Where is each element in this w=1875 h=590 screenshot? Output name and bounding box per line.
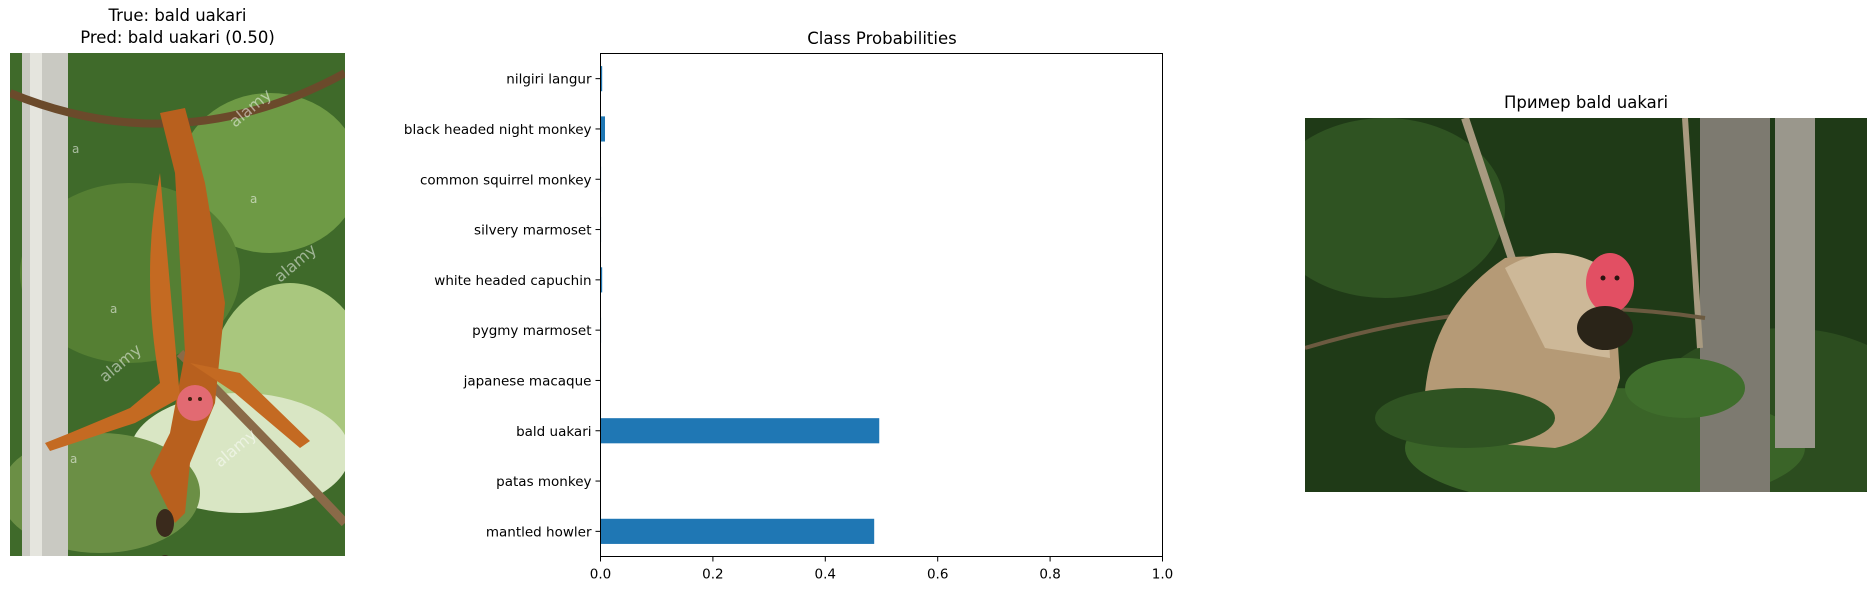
watermark-letter-3: a — [110, 302, 117, 316]
bar-nilgiri-langur — [600, 66, 603, 92]
watermark-letter-1: a — [72, 142, 79, 156]
bar-white-headed-capuchin — [600, 267, 603, 293]
bar-mantled-howler — [600, 518, 875, 544]
watermark-letter-4: a — [70, 452, 77, 466]
x-tick-label: 0.6 — [927, 567, 948, 583]
y-tick-label: nilgiri langur — [506, 72, 592, 88]
example-photo-drawing — [1305, 118, 1867, 492]
y-tick-label: black headed night monkey — [404, 122, 592, 138]
y-tick-label: pygmy marmoset — [472, 323, 591, 339]
bar-bald-uakari — [600, 418, 880, 444]
y-tick-label: common squirrel monkey — [420, 172, 592, 188]
y-tick-label: bald uakari — [516, 424, 591, 440]
query-photo-drawing: a a a a alamy alamy alamy alamy — [10, 53, 345, 556]
x-tick-label: 1.0 — [1152, 567, 1173, 583]
left-title-pred: Pred: bald uakari (0.50) — [80, 28, 275, 47]
x-tick-label: 0.0 — [590, 567, 611, 583]
y-tick-label: white headed capuchin — [434, 273, 591, 289]
y-tick-label: silvery marmoset — [474, 223, 591, 239]
y-tick-label: patas monkey — [496, 474, 591, 490]
x-tick-label: 0.2 — [702, 567, 723, 583]
watermark-letter-2: a — [250, 192, 257, 206]
example-title: Пример bald uakari — [1503, 93, 1669, 112]
x-tick-label: 0.8 — [1039, 567, 1060, 583]
example-monkey-photo — [1305, 118, 1867, 492]
y-tick-label: mantled howler — [486, 524, 592, 540]
chart-title: Class Probabilities — [807, 29, 956, 48]
left-title-true: True: bald uakari — [108, 6, 247, 25]
query-monkey-photo: a a a a alamy alamy alamy alamy — [10, 53, 345, 556]
x-tick-label: 0.4 — [815, 567, 836, 583]
y-tick-label: japanese macaque — [463, 373, 592, 389]
bar-black-headed-night-monkey — [600, 116, 605, 142]
plot-frame — [600, 53, 1163, 557]
